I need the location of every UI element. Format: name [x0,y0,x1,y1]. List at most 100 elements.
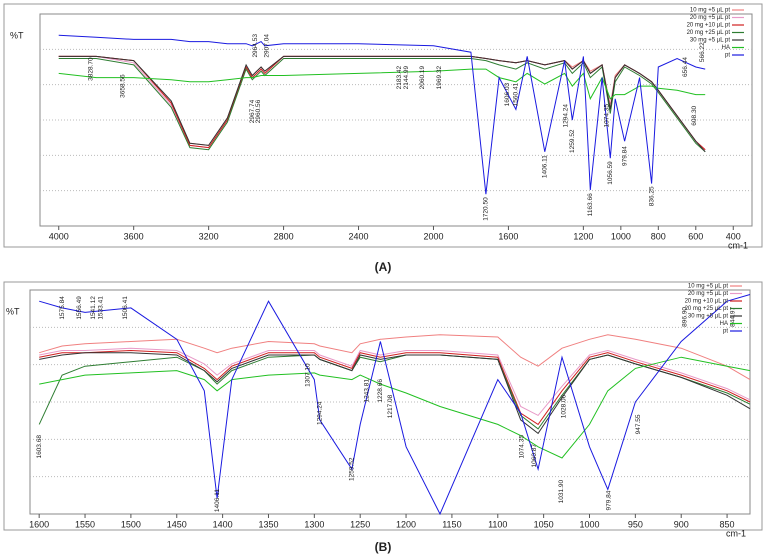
peak-label: 2967.74 [249,99,256,123]
x-tick-label: 1200 [396,519,416,529]
peak-label: 2183.42 [396,65,403,89]
legend-label: pt [723,329,728,335]
x-tick-label: 900 [674,519,689,529]
peak-label: 1556.49 [76,296,83,320]
legend-label: 20 mg +5 µL pt [688,291,728,297]
x-tick-label: 400 [726,231,741,241]
x-tick-label: 2400 [349,231,369,241]
spectrum-line [58,55,706,153]
spectrum-line [39,349,751,426]
peak-label: 2060.19 [419,65,426,89]
peak-label: 1074.35 [518,435,525,459]
x-tick-label: 1300 [304,519,324,529]
peak-label: 1056.59 [607,161,614,185]
x-tick-label: 3200 [199,231,219,241]
peak-label: 2907.04 [263,34,270,58]
peak-label: 1294.24 [562,104,569,128]
spectrum-line [39,356,751,459]
y-axis-label: %T [10,30,24,40]
spectrum-line [39,352,751,435]
x-tick-label: 1350 [258,519,278,529]
peak-label: 1163.66 [587,193,594,216]
legend-label: 20 mg +25 µL pt [687,30,731,36]
legend-label: 20 mg +10 µL pt [687,23,731,29]
x-tick-label: 1150 [442,519,461,529]
peak-label: 1243.81 [363,379,370,403]
panel-frame [3,3,763,248]
x-tick-label: 1500 [121,519,141,529]
peak-label: 566.22 [699,42,706,62]
peak-label: 3658.56 [120,74,127,98]
x-tick-label: 1000 [611,231,631,241]
spectrum-line [58,58,706,153]
caption: (B) [375,540,392,554]
peak-label: 2960.56 [255,99,262,123]
peak-label: 1259.52 [569,129,576,153]
x-tick-label: 1100 [488,519,507,529]
x-tick-label: 950 [628,519,643,529]
legend-label: 30 mg +5 µL pt [690,38,730,44]
peak-label: 1028.06 [561,394,568,418]
x-tick-label: 1250 [350,519,370,529]
spectrum-line [58,34,706,195]
spectrum-line [39,347,751,417]
y-axis-label: %T [6,306,20,316]
panel-frame [3,281,763,531]
legend-label: 10 mg +5 µL pt [688,284,728,290]
spectrum-line [39,294,751,516]
x-tick-label: 1000 [579,519,599,529]
peak-label: 1533.41 [97,296,104,320]
peak-label: 1575.84 [59,296,66,320]
peak-label: 1307.10 [305,363,312,387]
legend-label: 30 mg +5 µL pt [688,314,728,320]
peak-label: 1720.50 [483,197,490,221]
x-tick-label: 2000 [423,231,443,241]
x-tick-label: 600 [688,231,703,241]
legend-label: HA [722,45,730,51]
x-tick-label: 1400 [213,519,233,529]
x-tick-label: 2800 [274,231,294,241]
peak-label: 979.84 [605,490,612,510]
peak-label: 979.84 [621,146,628,166]
peak-label: 1228.66 [377,379,384,403]
x-tick-label: 1550 [75,519,95,529]
x-tick-label: 1200 [573,231,593,241]
legend-label: 10 mg +5 µL pt [690,8,730,14]
x-tick-label: 3600 [124,231,144,241]
peak-label: 836.25 [648,186,655,206]
legend-label: 20 mg +25 µL pt [685,306,729,312]
x-tick-label: 850 [720,519,735,529]
peak-label: 1541.12 [90,296,97,320]
peak-label: 2144.99 [403,65,410,89]
peak-label: 1294.24 [317,401,324,425]
peak-label: 1074.35 [604,104,611,128]
legend-label: 20 mg +10 µL pt [685,299,729,305]
x-tick-label: 1600 [29,519,49,529]
peak-label: 896.90 [682,307,689,327]
peak-label: 608.30 [691,105,698,125]
peak-label: 2964.53 [252,34,259,58]
peak-label: 1969.32 [436,65,443,89]
x-tick-label: 800 [651,231,666,241]
peak-label: 1560.41 [513,82,520,106]
peak-label: 656.44 [682,57,689,77]
peak-label: 1606.03 [504,82,511,106]
peak-label: 947.55 [635,414,642,434]
legend-label: HA [720,321,728,327]
peak-label: 1603.68 [36,435,43,459]
x-tick-label: 1050 [534,519,554,529]
peak-label: 1031.90 [558,479,565,503]
x-tick-label: 4000 [49,231,69,241]
legend-label: pt [725,53,730,59]
peak-label: 1259.52 [349,457,356,481]
caption: (A) [375,260,392,274]
peak-label: 1406.11 [214,489,221,512]
spectrum-line [39,334,751,381]
peak-label: 1406.11 [541,155,548,178]
x-axis-label: cm-1 [726,528,746,538]
peak-label: 1217.08 [387,394,394,418]
x-axis-label: cm-1 [728,240,748,250]
peak-label: 844.97 [729,307,736,327]
peak-label: 3828.70 [88,57,95,81]
